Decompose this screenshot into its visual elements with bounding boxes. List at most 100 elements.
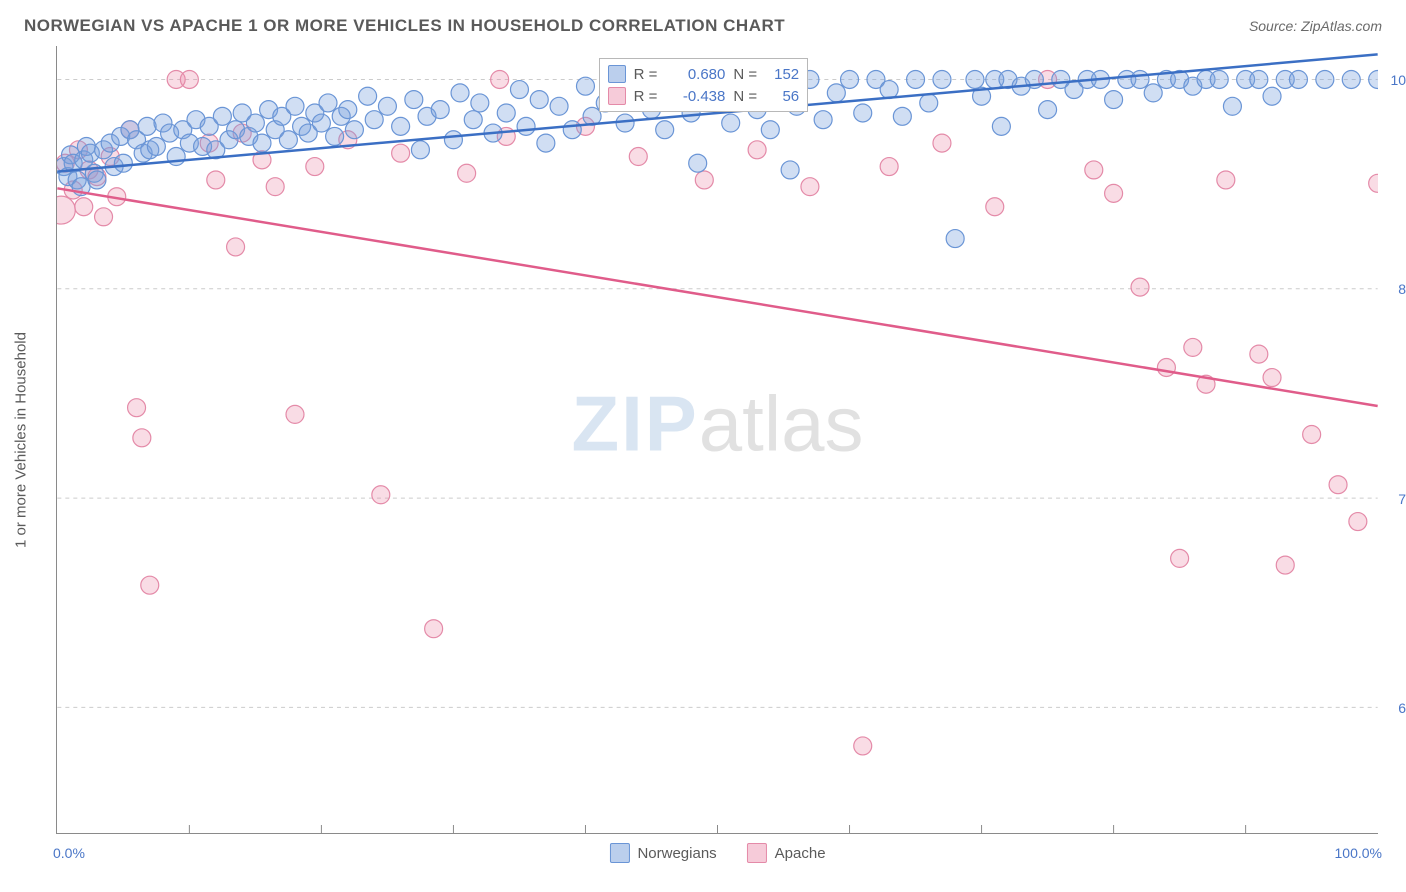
y-axis-title: 1 or more Vehicles in Household — [13, 332, 30, 548]
y-tick-label: 62.5% — [1398, 700, 1406, 716]
data-point-apache — [1369, 174, 1378, 192]
data-point-norwegians — [781, 161, 799, 179]
x-tick-label-min: 0.0% — [53, 845, 85, 861]
data-point-norwegians — [464, 111, 482, 129]
data-point-apache — [227, 238, 245, 256]
stat-n-value-norwegians: 152 — [765, 66, 799, 83]
stat-r-label: R = — [634, 88, 658, 105]
stats-row-apache: R = -0.438 N = 56 — [608, 85, 800, 107]
trend-line-apache — [57, 188, 1377, 406]
data-point-apache — [1157, 359, 1175, 377]
data-point-norwegians — [339, 101, 357, 119]
y-tick-label: 75.0% — [1398, 491, 1406, 507]
data-point-norwegians — [893, 107, 911, 125]
data-point-apache — [180, 71, 198, 89]
data-point-norwegians — [378, 97, 396, 115]
data-point-apache — [133, 429, 151, 447]
stat-n-label: N = — [733, 66, 757, 83]
data-point-norwegians — [517, 117, 535, 135]
plot-area: ZIPatlas 1 or more Vehicles in Household… — [56, 46, 1378, 834]
data-point-norwegians — [1342, 71, 1360, 89]
data-point-apache — [748, 141, 766, 159]
data-point-apache — [286, 405, 304, 423]
data-point-apache — [1171, 549, 1189, 567]
data-point-norwegians — [854, 104, 872, 122]
data-point-norwegians — [563, 121, 581, 139]
data-point-norwegians — [392, 117, 410, 135]
data-point-apache — [986, 198, 1004, 216]
data-point-norwegians — [550, 97, 568, 115]
data-point-apache — [1250, 345, 1268, 363]
data-point-norwegians — [933, 71, 951, 89]
data-point-apache — [458, 164, 476, 182]
data-point-norwegians — [411, 141, 429, 159]
data-point-apache — [57, 196, 75, 224]
data-point-norwegians — [841, 71, 859, 89]
data-point-apache — [128, 399, 146, 417]
stat-r-value-norwegians: 0.680 — [665, 66, 725, 83]
data-point-apache — [1131, 278, 1149, 296]
legend-item-apache: Apache — [747, 841, 826, 865]
swatch-apache — [747, 843, 767, 863]
data-point-norwegians — [1210, 71, 1228, 89]
data-point-norwegians — [326, 127, 344, 145]
stat-n-label: N = — [733, 88, 757, 105]
data-point-norwegians — [1131, 71, 1149, 89]
legend-item-norwegians: Norwegians — [609, 841, 716, 865]
data-point-apache — [1329, 476, 1347, 494]
data-point-norwegians — [1039, 101, 1057, 119]
data-point-norwegians — [1263, 87, 1281, 105]
data-point-norwegians — [761, 121, 779, 139]
data-point-norwegians — [213, 107, 231, 125]
data-point-apache — [1217, 171, 1235, 189]
data-point-norwegians — [722, 114, 740, 132]
swatch-norwegians — [608, 65, 626, 83]
data-point-apache — [141, 576, 159, 594]
data-point-apache — [207, 171, 225, 189]
y-tick-label: 87.5% — [1398, 281, 1406, 297]
data-point-apache — [266, 178, 284, 196]
legend-label-norwegians: Norwegians — [637, 845, 716, 862]
data-point-norwegians — [530, 91, 548, 109]
data-point-apache — [491, 71, 509, 89]
data-point-norwegians — [359, 87, 377, 105]
data-point-apache — [425, 620, 443, 638]
data-point-apache — [629, 148, 647, 166]
data-point-apache — [1184, 338, 1202, 356]
data-point-apache — [306, 158, 324, 176]
data-point-norwegians — [319, 94, 337, 112]
bottom-legend: Norwegians Apache — [609, 841, 825, 865]
source-attribution: Source: ZipAtlas.com — [1249, 18, 1382, 34]
data-point-norwegians — [246, 114, 264, 132]
data-point-norwegians — [537, 134, 555, 152]
data-point-norwegians — [444, 131, 462, 149]
data-point-norwegians — [992, 117, 1010, 135]
data-point-norwegians — [814, 111, 832, 129]
data-point-norwegians — [1250, 71, 1268, 89]
chart-title: NORWEGIAN VS APACHE 1 OR MORE VEHICLES I… — [24, 16, 785, 36]
data-point-apache — [75, 198, 93, 216]
data-point-apache — [854, 737, 872, 755]
data-point-norwegians — [345, 121, 363, 139]
data-point-norwegians — [114, 154, 132, 172]
data-point-apache — [392, 144, 410, 162]
data-point-norwegians — [471, 94, 489, 112]
data-point-norwegians — [279, 131, 297, 149]
data-point-apache — [695, 171, 713, 189]
data-point-norwegians — [1144, 84, 1162, 102]
data-point-norwegians — [405, 91, 423, 109]
data-point-apache — [1303, 425, 1321, 443]
data-point-norwegians — [1105, 91, 1123, 109]
data-point-apache — [1105, 184, 1123, 202]
data-point-norwegians — [1223, 97, 1241, 115]
data-point-norwegians — [1289, 71, 1307, 89]
stats-legend: R = 0.680 N = 152 R = -0.438 N = 56 — [599, 58, 809, 112]
data-point-norwegians — [88, 171, 106, 189]
data-point-apache — [1349, 513, 1367, 531]
data-point-norwegians — [312, 114, 330, 132]
data-point-norwegians — [365, 111, 383, 129]
stat-n-value-apache: 56 — [765, 88, 799, 105]
legend-label-apache: Apache — [775, 845, 826, 862]
data-point-norwegians — [1369, 71, 1378, 89]
data-point-norwegians — [616, 114, 634, 132]
